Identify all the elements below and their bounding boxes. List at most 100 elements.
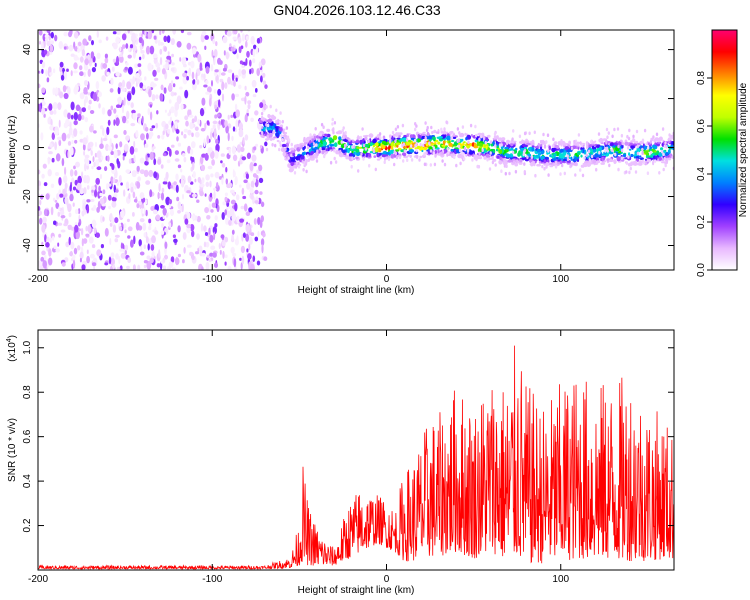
heatmap-cell (331, 122, 334, 126)
heatmap-cell (171, 125, 175, 133)
heatmap-cell (344, 134, 347, 139)
heatmap-cell (664, 141, 667, 145)
heatmap-cell (668, 157, 671, 161)
heatmap-cell (429, 163, 432, 167)
heatmap-cell (131, 86, 136, 96)
heatmap-cell (209, 234, 214, 243)
heatmap-cell (213, 57, 216, 66)
heatmap-cell (138, 56, 142, 61)
heatmap-cell (183, 156, 187, 163)
heatmap-cell (323, 154, 326, 159)
heatmap-cell (636, 163, 640, 166)
heatmap-cell (169, 116, 173, 122)
heatmap-cell (153, 158, 157, 166)
heatmap-cell (351, 156, 354, 160)
heatmap-cell (173, 92, 177, 96)
heatmap-cell (294, 165, 298, 169)
heatmap-cell (348, 153, 353, 157)
heatmap-cell (93, 204, 97, 211)
heatmap-cell (204, 152, 209, 161)
heatmap-cell (84, 117, 89, 123)
heatmap-cell (47, 169, 52, 177)
heatmap-cell (168, 82, 172, 91)
heatmap-cell (393, 150, 396, 154)
heatmap-cell (101, 75, 106, 82)
heatmap-cell (221, 81, 225, 91)
heatmap-cell (59, 61, 64, 68)
heatmap-cell (643, 145, 647, 151)
heatmap-cell (632, 137, 635, 142)
heatmap-cell (200, 223, 204, 232)
heatmap-cell (95, 177, 100, 185)
heatmap-cell (656, 150, 660, 154)
heatmap-cell (536, 148, 541, 153)
heatmap-cell (242, 195, 247, 200)
heatmap-cell (239, 257, 242, 261)
heatmap-cell (214, 104, 218, 110)
heatmap-cell (424, 140, 427, 144)
heatmap-cell (671, 155, 674, 159)
heatmap-cell (142, 53, 145, 60)
heatmap-cell (495, 148, 499, 152)
heatmap-cell (90, 51, 95, 59)
heatmap-cell (291, 157, 296, 162)
heatmap-cell (89, 253, 95, 259)
heatmap-cell (463, 157, 466, 161)
heatmap-cell (200, 33, 205, 43)
heatmap-cell (357, 169, 360, 173)
heatmap-cell (590, 139, 593, 144)
heatmap-cell (260, 201, 265, 208)
heatmap-cell (165, 62, 170, 70)
heatmap-cell (216, 182, 219, 188)
heatmap-cell (305, 169, 308, 174)
heatmap-cell (550, 162, 553, 165)
heatmap-cell (275, 108, 278, 113)
heatmap-cell (189, 148, 194, 155)
heatmap-cell (385, 152, 390, 155)
heatmap-cell (203, 84, 208, 88)
heatmap-cell (208, 227, 211, 235)
heatmap-cell (143, 206, 146, 216)
heatmap-cell (430, 125, 433, 130)
heatmap-cell (230, 189, 235, 194)
heatmap-cell (347, 148, 350, 154)
heatmap-cell (533, 130, 536, 135)
heatmap-cell (595, 167, 598, 172)
heatmap-cell (244, 85, 247, 91)
heatmap-cell (102, 127, 105, 136)
heatmap-cell (663, 156, 666, 161)
heatmap-cell (87, 224, 92, 233)
heatmap-cell (182, 193, 184, 200)
heatmap-cell (160, 205, 165, 209)
heatmap-cell (232, 36, 237, 40)
heatmap-cell (240, 205, 245, 210)
heatmap-cell (186, 75, 190, 81)
heatmap-cell (409, 134, 413, 139)
heatmap-cell (102, 216, 105, 222)
heatmap-cell (426, 134, 430, 140)
heatmap-cell (262, 232, 266, 238)
heatmap-cell (66, 68, 69, 72)
heatmap-cell (157, 191, 160, 200)
heatmap-cell (344, 139, 348, 143)
heatmap-cell (290, 153, 293, 158)
heatmap-cell (574, 173, 577, 177)
heatmap-cell (499, 137, 502, 141)
heatmap-cell (91, 67, 96, 73)
heatmap-cell (390, 142, 395, 147)
heatmap-cell (116, 30, 121, 36)
heatmap-cell (441, 144, 446, 147)
heatmap-cell (513, 144, 516, 147)
heatmap-cell (94, 152, 97, 158)
heatmap-cell (187, 175, 192, 184)
heatmap-cell (139, 44, 143, 51)
heatmap-cell (112, 31, 117, 35)
heatmap-cell (315, 159, 319, 163)
heatmap-cell (249, 59, 252, 67)
heatmap-cell (71, 140, 74, 144)
heatmap-cell (249, 162, 254, 172)
heatmap-cell (46, 30, 51, 33)
heatmap-cell (147, 62, 153, 72)
heatmap-cell (150, 131, 154, 137)
heatmap-cell (189, 251, 193, 256)
